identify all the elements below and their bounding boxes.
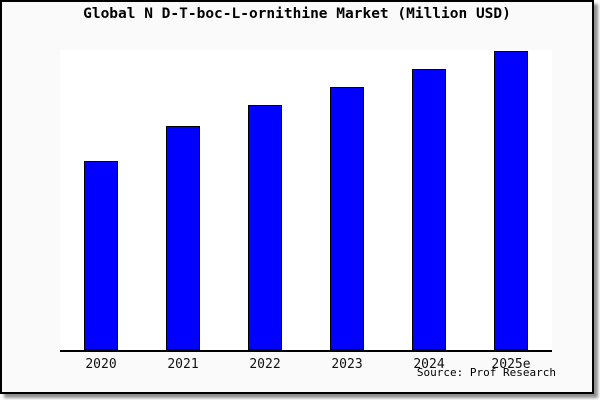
bar-2022 bbox=[248, 105, 282, 350]
x-axis-labels: 2020 2021 2022 2023 2024 2025e bbox=[60, 357, 552, 373]
bar-2020 bbox=[84, 161, 118, 350]
x-tick-label-2020: 2020 bbox=[85, 357, 117, 372]
bar-2021 bbox=[166, 126, 200, 350]
bar-2023 bbox=[330, 87, 364, 350]
bar-2024 bbox=[412, 69, 446, 350]
source-text: Source: Prof Research bbox=[416, 366, 556, 379]
x-tick-label-2021: 2021 bbox=[167, 357, 199, 372]
x-tick-label-2022: 2022 bbox=[249, 357, 281, 372]
x-tick-label-2025e: 2025e bbox=[491, 357, 531, 372]
x-tick-label-2024: 2024 bbox=[413, 357, 445, 372]
bar-2025e bbox=[494, 51, 528, 350]
chart-title: Global N D-T-boc-L-ornithine Market (Mil… bbox=[83, 6, 511, 22]
plot-area bbox=[60, 50, 552, 352]
x-tick-label-2023: 2023 bbox=[331, 357, 363, 372]
